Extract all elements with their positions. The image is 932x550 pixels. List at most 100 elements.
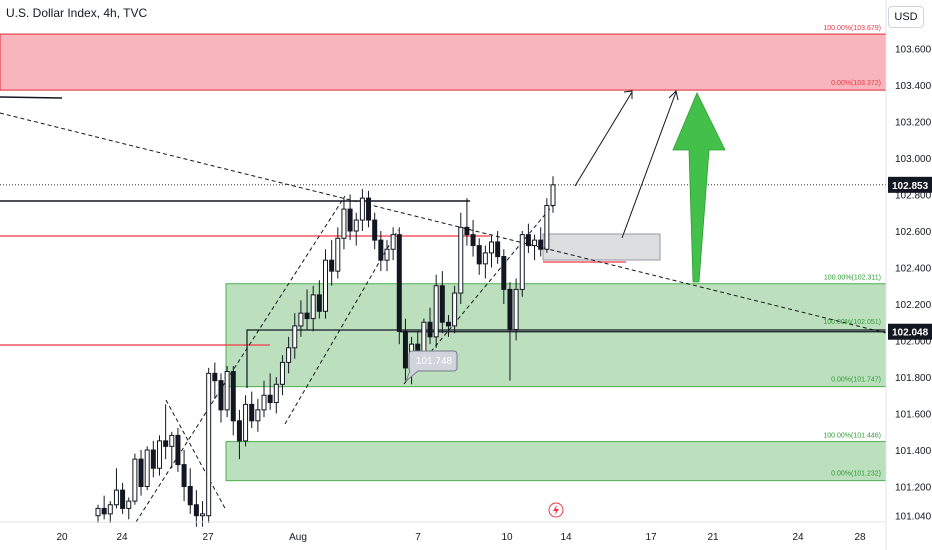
candle-body (169, 434, 175, 447)
candle-body (366, 197, 372, 221)
candle-body (243, 403, 249, 442)
candle (396, 227, 402, 345)
candle-body (439, 285, 445, 323)
candle (329, 240, 335, 286)
candle-body (390, 234, 396, 250)
candle-body (341, 208, 347, 239)
candle (150, 440, 156, 478)
y-tick-label: 102.800 (895, 191, 932, 202)
candle (243, 395, 249, 447)
currency-selector[interactable]: USD (888, 6, 924, 28)
candle-body (323, 259, 328, 312)
candle (206, 367, 212, 523)
y-tick-label: 103.600 (895, 45, 932, 56)
candle-body (120, 489, 126, 509)
candle (236, 409, 242, 460)
candle-body (156, 440, 162, 469)
candle-body (532, 239, 538, 247)
candle (427, 307, 433, 345)
arrow-head (623, 90, 633, 99)
arrow-line (621, 91, 677, 239)
candle (433, 274, 439, 348)
candle-body (230, 371, 236, 422)
candle-body (255, 409, 261, 422)
candle-body (544, 204, 550, 250)
lightning-icon (553, 505, 559, 515)
candle (181, 450, 187, 502)
zone-label-bottom: 0.00%(101.232) (831, 471, 881, 478)
candle (163, 404, 169, 460)
candle (187, 468, 193, 514)
y-tick-label: 103.000 (895, 154, 932, 165)
candle-body (273, 383, 279, 404)
candle (286, 336, 292, 374)
candle-body (249, 403, 255, 422)
candle (255, 398, 261, 432)
candle-body (304, 312, 310, 320)
candle (267, 373, 273, 410)
candle-body (445, 321, 451, 327)
candle-body (150, 449, 156, 469)
trend-line (246, 329, 886, 388)
candle-body (126, 500, 132, 509)
y-tick-label: 101.040 (895, 512, 932, 523)
candle-body (501, 256, 507, 290)
dashed-trend-line (284, 229, 399, 425)
y-tick-label: 103.400 (895, 81, 932, 92)
y-tick-label: 102.200 (895, 300, 932, 311)
candle (347, 194, 353, 241)
candle-body (433, 285, 439, 338)
y-tick-label: 101.800 (895, 373, 932, 384)
candle-body (378, 239, 384, 261)
candle (292, 313, 298, 359)
candle (525, 223, 531, 253)
candle-body (95, 507, 101, 517)
x-tick-label: Aug (289, 532, 307, 543)
candle (107, 501, 113, 523)
candle (372, 212, 378, 250)
candle (212, 362, 218, 399)
zone-label-bottom: 0.00%(103.372) (831, 80, 881, 87)
candle-body (218, 380, 224, 411)
candle-body (224, 371, 230, 411)
candle-body (507, 288, 513, 331)
candle-body (525, 234, 531, 247)
candle-body (279, 361, 285, 385)
candle-body (175, 434, 181, 466)
candle-body (402, 330, 408, 369)
candle (519, 231, 525, 297)
candle (507, 282, 513, 381)
candle-body (286, 347, 292, 363)
zone-label-bottom: 0.00%(101.747) (831, 377, 881, 384)
candle (144, 446, 150, 491)
candle (501, 249, 507, 304)
x-tick-label: 7 (415, 532, 421, 543)
candle-body (335, 237, 341, 272)
candle (550, 176, 556, 213)
candle (230, 366, 236, 436)
candle-body (144, 449, 150, 487)
candle (323, 249, 328, 319)
candle (126, 497, 132, 520)
candle-body (359, 197, 365, 221)
x-tick-label: 21 (707, 532, 719, 543)
candle-body (132, 458, 138, 502)
candle (353, 212, 359, 246)
candle-body (329, 259, 335, 272)
candle (366, 190, 372, 228)
y-tick-label: 101.400 (895, 446, 932, 457)
candle-body (212, 372, 218, 382)
candle-body (316, 294, 322, 312)
candle (193, 490, 199, 527)
candle (113, 468, 119, 509)
zone-label-top: 100.00%(101.446) (823, 433, 881, 440)
candle (335, 227, 341, 279)
candle (261, 380, 267, 418)
x-tick-label: 17 (645, 532, 657, 543)
candle (279, 355, 285, 396)
candle (470, 220, 476, 257)
x-tick-label: 24 (792, 532, 804, 543)
candle-body (550, 184, 556, 206)
candle (310, 285, 316, 332)
